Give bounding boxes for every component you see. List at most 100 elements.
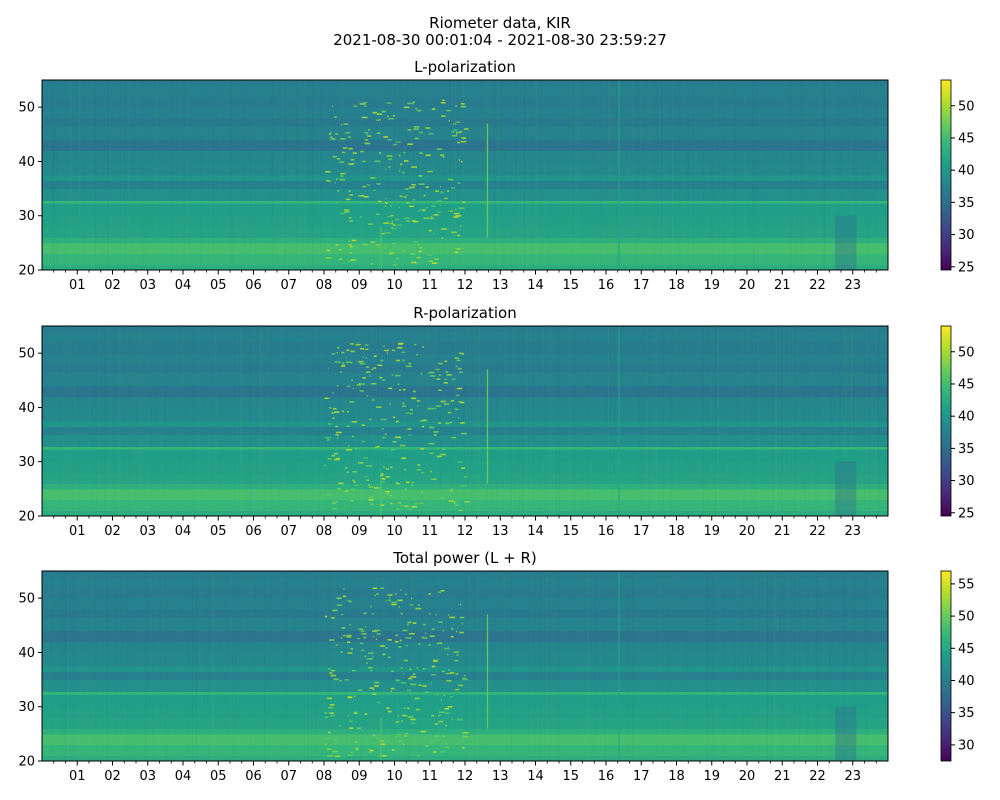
- x-tick-label: 19: [703, 769, 720, 784]
- x-tick-label: 23: [844, 524, 861, 539]
- heatmap-image: [42, 571, 888, 762]
- x-tick-label: 18: [668, 524, 685, 539]
- panel-3: Total power (L + R) 20 30 40 50 01 02 03 04 05 06 0…: [18, 549, 974, 784]
- x-tick-label: 07: [280, 769, 297, 784]
- y-tick-label: 40: [18, 155, 35, 170]
- x-tick-label: 15: [562, 524, 579, 539]
- colorbar-tick-label: 45: [958, 131, 975, 146]
- x-tick-label: 12: [457, 278, 474, 293]
- x-tick-label: 09: [351, 278, 368, 293]
- colorbar-tick-label: 55: [958, 577, 975, 592]
- x-tick-label: 11: [421, 278, 438, 293]
- x-tick-label: 01: [69, 278, 86, 293]
- x-tick-label: 04: [175, 769, 192, 784]
- x-tick-label: 13: [492, 524, 509, 539]
- x-tick-label: 17: [633, 769, 650, 784]
- x-tick-label: 20: [739, 524, 756, 539]
- y-tick-label: 20: [18, 755, 35, 770]
- figure-title-line1: Riometer data, KIR: [429, 14, 571, 32]
- x-tick-label: 03: [139, 278, 156, 293]
- x-tick-label: 19: [703, 524, 720, 539]
- x-tick-label: 05: [210, 769, 227, 784]
- figure-title-line2: 2021-08-30 00:01:04 - 2021-08-30 23:59:2…: [333, 31, 667, 49]
- x-tick-label: 03: [139, 524, 156, 539]
- heatmap-image: [42, 80, 888, 271]
- y-tick-label: 40: [18, 646, 35, 661]
- y-tick-label: 30: [18, 700, 35, 715]
- x-tick-label: 08: [316, 278, 333, 293]
- heatmap-image: [42, 326, 888, 517]
- x-tick-label: 05: [210, 278, 227, 293]
- y-tick-label: 50: [18, 101, 35, 116]
- x-tick-label: 22: [809, 524, 826, 539]
- x-tick-label: 18: [668, 278, 685, 293]
- x-tick-label: 08: [316, 524, 333, 539]
- x-tick-label: 13: [492, 278, 509, 293]
- colorbar-tick-label: 30: [958, 474, 975, 489]
- panel-title: R-polarization: [413, 304, 516, 322]
- colorbar-tick-label: 40: [958, 164, 975, 179]
- x-tick-label: 12: [457, 769, 474, 784]
- x-tick-label: 01: [69, 524, 86, 539]
- x-tick-label: 22: [809, 278, 826, 293]
- x-tick-label: 02: [104, 278, 121, 293]
- colorbar-tick-label: 25: [958, 260, 975, 275]
- x-tick-label: 10: [386, 769, 403, 784]
- colorbar-tick-label: 35: [958, 442, 975, 457]
- y-tick-label: 30: [18, 209, 35, 224]
- x-tick-label: 21: [774, 524, 791, 539]
- colorbar-tick-label: 50: [958, 610, 975, 625]
- x-tick-label: 09: [351, 769, 368, 784]
- x-tick-label: 21: [774, 769, 791, 784]
- panel-1: L-polarization 20 30 40 50 01 02 03 04 05 06 07 08 09…: [18, 58, 974, 293]
- x-tick-label: 06: [245, 769, 262, 784]
- x-tick-label: 04: [175, 524, 192, 539]
- x-tick-label: 17: [633, 278, 650, 293]
- panel-title: L-polarization: [414, 58, 516, 76]
- colorbar-tick-label: 50: [958, 99, 975, 114]
- x-tick-label: 07: [280, 524, 297, 539]
- x-tick-label: 17: [633, 524, 650, 539]
- x-tick-label: 02: [104, 769, 121, 784]
- x-tick-label: 20: [739, 769, 756, 784]
- x-tick-label: 03: [139, 769, 156, 784]
- x-tick-label: 12: [457, 524, 474, 539]
- colorbar: [940, 570, 952, 762]
- colorbar-tick-label: 35: [958, 196, 975, 211]
- colorbar-tick-label: 45: [958, 642, 975, 657]
- y-tick-label: 20: [18, 264, 35, 279]
- x-tick-label: 02: [104, 524, 121, 539]
- x-tick-label: 06: [245, 278, 262, 293]
- x-tick-label: 11: [421, 769, 438, 784]
- x-tick-label: 16: [598, 769, 615, 784]
- colorbar-tick-label: 30: [958, 738, 975, 753]
- x-tick-label: 11: [421, 524, 438, 539]
- x-tick-label: 14: [527, 769, 544, 784]
- x-tick-label: 10: [386, 278, 403, 293]
- x-tick-label: 18: [668, 769, 685, 784]
- colorbar-tick-label: 25: [958, 506, 975, 521]
- y-tick-label: 50: [18, 592, 35, 607]
- x-tick-label: 16: [598, 278, 615, 293]
- x-tick-label: 08: [316, 769, 333, 784]
- colorbar-tick-label: 40: [958, 410, 975, 425]
- x-tick-label: 21: [774, 278, 791, 293]
- x-tick-label: 15: [562, 278, 579, 293]
- x-tick-label: 20: [739, 278, 756, 293]
- x-tick-label: 10: [386, 524, 403, 539]
- x-tick-label: 23: [844, 278, 861, 293]
- y-tick-label: 20: [18, 510, 35, 525]
- panel-2: R-polarization 20 30 40 50 01 02 03 04 05 06 07 08 09…: [18, 304, 974, 539]
- panels-group: L-polarization 20 30 40 50 01 02 03 04 05 06 07 08 09…: [18, 58, 974, 784]
- x-tick-label: 14: [527, 278, 544, 293]
- x-tick-label: 04: [175, 278, 192, 293]
- y-tick-label: 30: [18, 455, 35, 470]
- x-tick-label: 05: [210, 524, 227, 539]
- colorbar-tick-label: 40: [958, 674, 975, 689]
- x-tick-label: 13: [492, 769, 509, 784]
- x-tick-label: 23: [844, 769, 861, 784]
- x-tick-label: 14: [527, 524, 544, 539]
- x-tick-label: 01: [69, 769, 86, 784]
- y-tick-label: 40: [18, 401, 35, 416]
